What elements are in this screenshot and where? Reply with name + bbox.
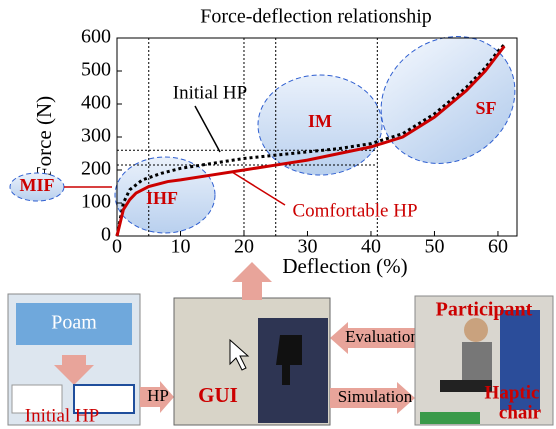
y-tick-label: 600 bbox=[81, 26, 111, 48]
x-tick-label: 20 bbox=[234, 236, 254, 258]
person-photo bbox=[464, 318, 488, 342]
hp-arrow-label: HP bbox=[147, 386, 169, 405]
y-axis-label: Force (N) bbox=[32, 96, 56, 178]
x-tick-label: 10 bbox=[170, 236, 190, 258]
y-tick-label: 100 bbox=[81, 191, 111, 213]
y-tick-label: 400 bbox=[81, 92, 111, 114]
gui-viewport bbox=[258, 318, 328, 423]
x-tick-label: 0 bbox=[112, 236, 122, 258]
region-label: IM bbox=[308, 111, 332, 131]
figure: Force-deflection relationship Force (N) … bbox=[0, 0, 556, 429]
y-tick-label: 300 bbox=[81, 125, 111, 147]
region-label: SF bbox=[475, 98, 496, 118]
floor-photo bbox=[420, 412, 480, 424]
evaluation-label: Evaluation bbox=[345, 327, 419, 346]
leader bbox=[195, 106, 220, 152]
x-tick-label: 30 bbox=[297, 236, 317, 258]
person-photo bbox=[462, 342, 492, 382]
region bbox=[356, 11, 540, 190]
y-tick-label: 500 bbox=[81, 59, 111, 81]
initial-hp-label: Initial HP bbox=[25, 405, 99, 426]
x-tick-label: 40 bbox=[361, 236, 381, 258]
y-tick-label: 200 bbox=[81, 158, 111, 180]
x-tick-label: 50 bbox=[424, 236, 444, 258]
x-tick-label: 60 bbox=[488, 236, 508, 258]
leader bbox=[232, 172, 285, 205]
haptic-chair-label: chair bbox=[499, 402, 542, 423]
series-label: Initial HP bbox=[173, 82, 247, 103]
foam-label: Poam bbox=[51, 312, 97, 334]
region-label: IHF bbox=[146, 188, 178, 208]
participant-label: Participant bbox=[436, 299, 533, 321]
haptic-chair-label: Haptic bbox=[485, 382, 540, 403]
region-label: MIF bbox=[20, 175, 55, 195]
y-tick-label: 0 bbox=[101, 224, 111, 246]
arrow bbox=[232, 262, 272, 300]
series-label: Comfortable HP bbox=[292, 200, 417, 221]
chart-title: Force-deflection relationship bbox=[200, 6, 432, 28]
simulation-label: Simulation bbox=[338, 387, 413, 406]
gui-label: GUI bbox=[198, 383, 238, 407]
